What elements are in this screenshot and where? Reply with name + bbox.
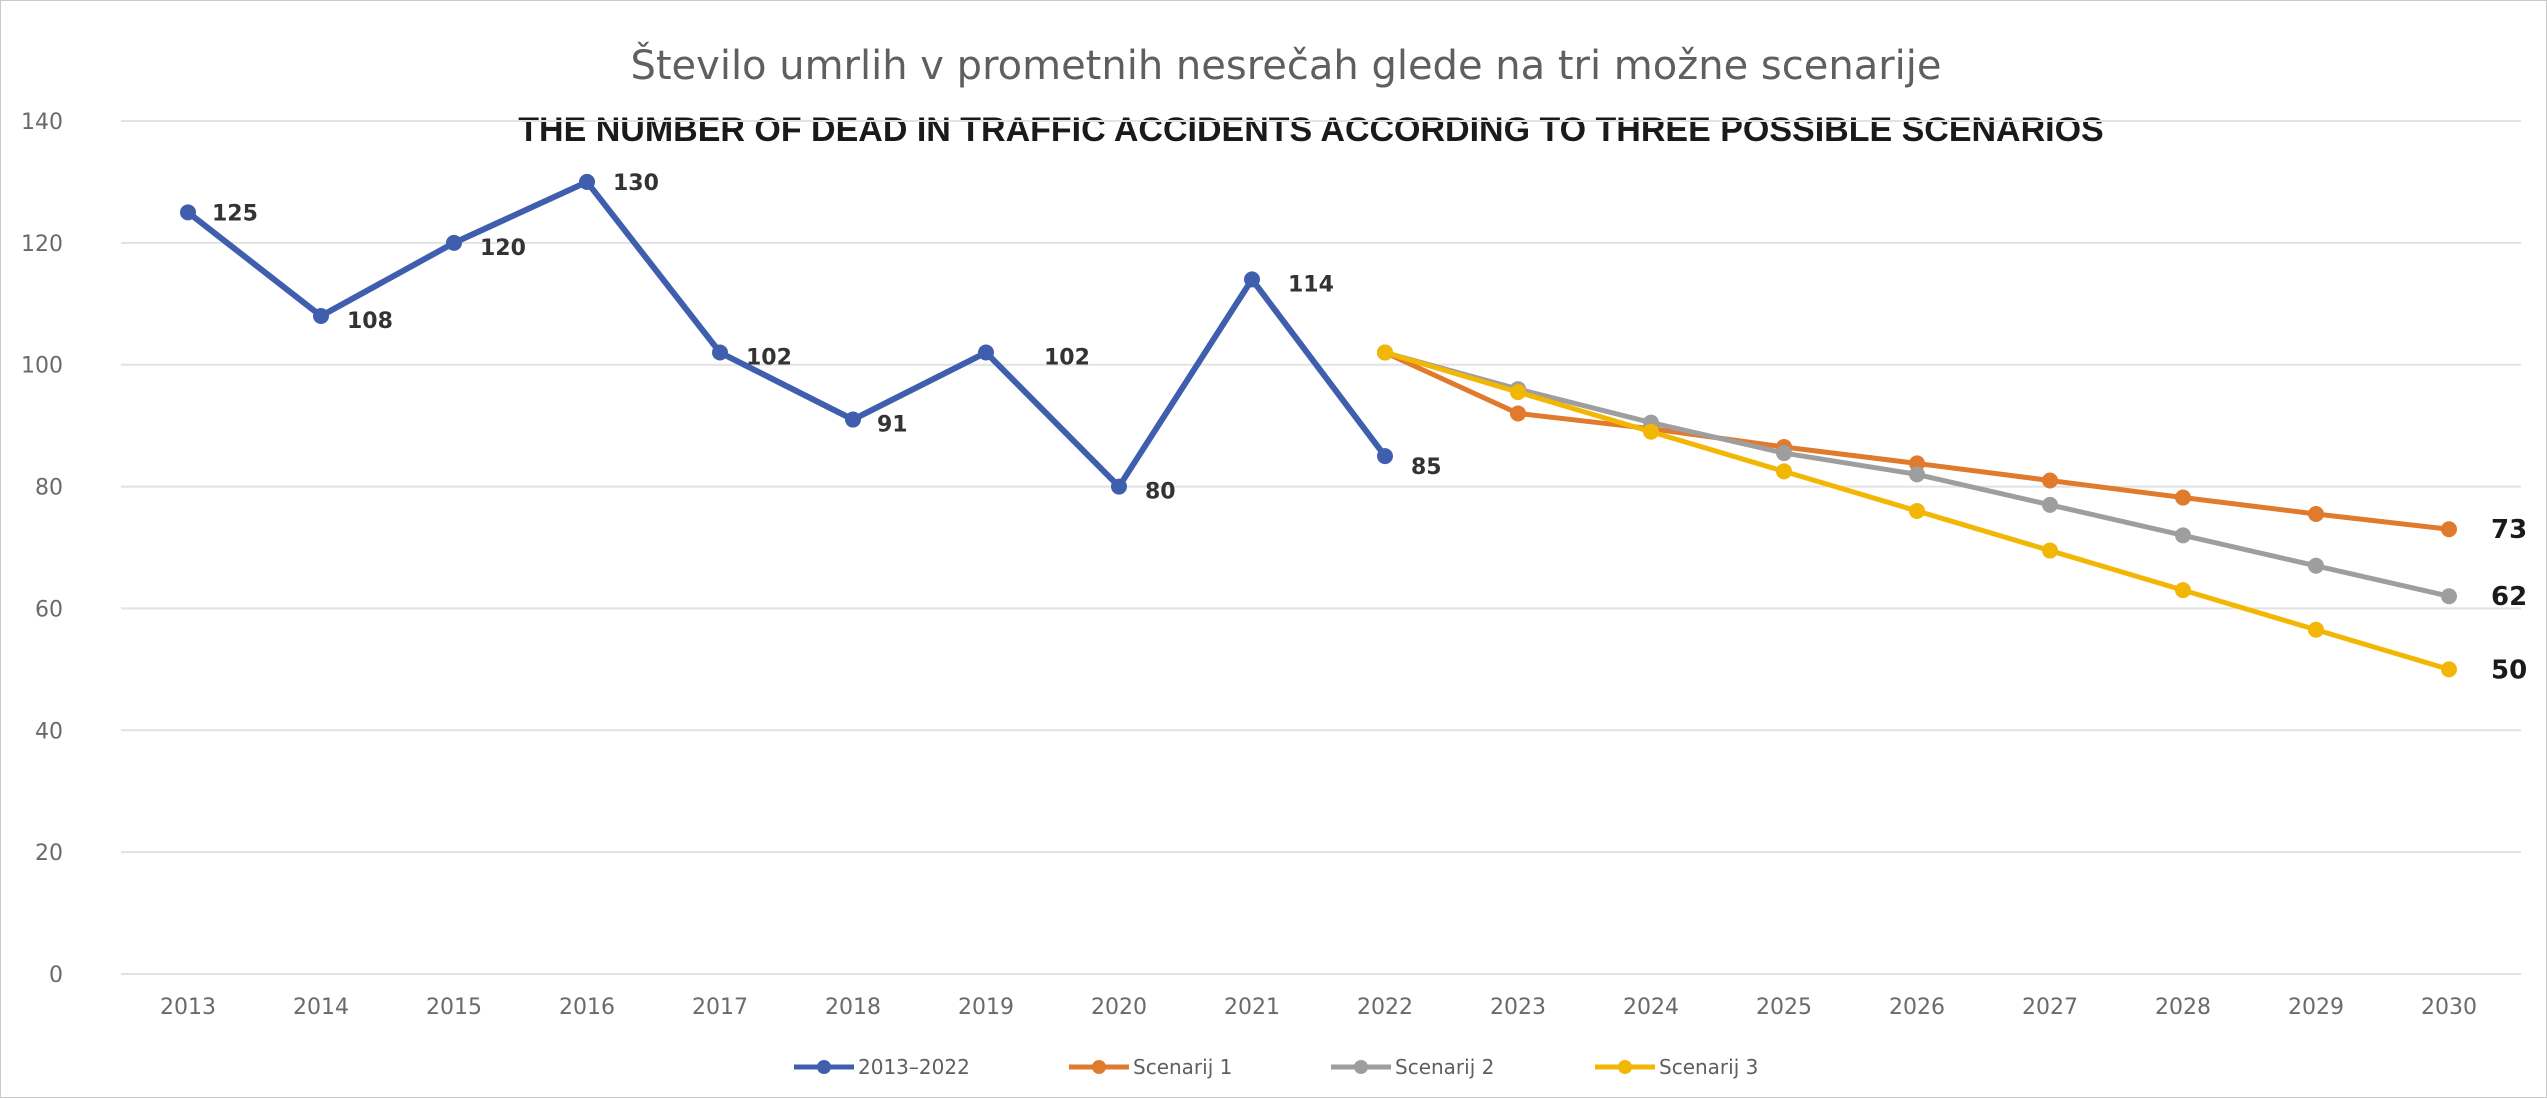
x-tick-label: 2025 (1756, 995, 1812, 1020)
data-point (712, 344, 728, 361)
data-point (1776, 445, 1792, 462)
legend-marker (1354, 1060, 1368, 1074)
legend-marker (817, 1060, 831, 1074)
data-point (446, 234, 462, 251)
chart-subtitle: THE NUMBER OF DEAD IN TRAFFIC ACCIDENTS … (518, 111, 2103, 149)
data-point (2441, 588, 2457, 605)
data-point (2308, 557, 2324, 574)
data-label: 125 (212, 201, 258, 226)
data-point (1377, 344, 1393, 361)
x-tick-label: 2030 (2421, 995, 2477, 1020)
data-point (2175, 489, 2191, 506)
x-tick-label: 2020 (1091, 995, 1147, 1020)
gridlines (121, 120, 2521, 975)
legend-label: Scenarij 2 (1395, 1055, 1494, 1079)
legend-label: Scenarij 3 (1659, 1055, 1758, 1079)
data-point (2175, 527, 2191, 544)
data-label: 102 (1044, 346, 1090, 371)
series-line-0 (186, 178, 1388, 490)
x-tick-label: 2022 (1357, 995, 1413, 1020)
y-axis-ticks: 0 20 40 60 80 100 120 140 (21, 110, 63, 988)
data-point (2042, 542, 2058, 559)
x-tick-label: 2027 (2022, 995, 2078, 1020)
data-label: 80 (1145, 480, 1176, 505)
end-label: 73 (2491, 515, 2527, 545)
data-label: 85 (1411, 455, 1442, 480)
data-point (1909, 466, 1925, 483)
data-point (1909, 502, 1925, 519)
x-tick-label: 2016 (559, 995, 615, 1020)
data-point (2441, 521, 2457, 538)
data-label: 130 (613, 171, 659, 196)
x-tick-label: 2021 (1224, 995, 1280, 1020)
data-label: 108 (347, 309, 393, 334)
data-point (2308, 505, 2324, 522)
data-point (1510, 384, 1526, 401)
data-point (845, 411, 861, 428)
legend-marker (1092, 1060, 1106, 1074)
y-tick-label: 80 (35, 476, 63, 501)
data-point (2042, 496, 2058, 513)
data-point (2042, 472, 2058, 489)
y-tick-label: 0 (49, 963, 63, 988)
y-tick-label: 120 (21, 232, 63, 257)
data-point (579, 173, 595, 190)
data-point (1111, 478, 1127, 495)
y-tick-label: 100 (21, 354, 63, 379)
x-tick-label: 2024 (1623, 995, 1679, 1020)
y-tick-label: 140 (21, 110, 63, 135)
data-point (1510, 405, 1526, 422)
x-tick-label: 2014 (293, 995, 349, 1020)
legend: 2013–2022 Scenarij 1 Scenarij 2 Scenarij 3 (794, 1055, 1758, 1079)
data-point (313, 307, 329, 324)
x-tick-label: 2029 (2288, 995, 2344, 1020)
x-tick-label: 2013 (160, 995, 216, 1020)
x-axis-ticks: 2013 2014 2015 2016 2017 2018 2019 2020 2021 2022… (160, 995, 2477, 1020)
x-tick-label: 2023 (1490, 995, 1546, 1020)
data-point (2175, 582, 2191, 599)
legend-marker (1618, 1060, 1632, 1074)
data-point (1377, 448, 1393, 465)
chart-title: Število umrlih v prometnih nesrečah gled… (630, 41, 1941, 89)
data-label: 114 (1288, 272, 1334, 297)
data-labels: 125 108 120 130 102 91 102 80 114 85 73 62 50 (212, 171, 2527, 685)
legend-label: 2013–2022 (858, 1055, 970, 1079)
y-tick-label: 60 (35, 597, 63, 622)
x-tick-label: 2015 (426, 995, 482, 1020)
data-point (2441, 661, 2457, 678)
data-point (978, 344, 994, 361)
end-label: 50 (2491, 655, 2527, 685)
end-label: 62 (2491, 582, 2527, 612)
y-tick-label: 20 (35, 841, 63, 866)
series-group (180, 173, 2457, 678)
x-tick-label: 2018 (825, 995, 881, 1020)
data-point (1244, 271, 1260, 288)
x-tick-label: 2017 (692, 995, 748, 1020)
data-label: 102 (746, 346, 792, 371)
legend-label: Scenarij 1 (1133, 1055, 1232, 1079)
data-point (2308, 621, 2324, 638)
data-point (180, 204, 196, 221)
data-label: 91 (877, 413, 908, 438)
data-label: 120 (480, 236, 526, 261)
y-tick-label: 40 (35, 719, 63, 744)
x-tick-label: 2019 (958, 995, 1014, 1020)
data-point (1643, 423, 1659, 440)
series-line-1 (1383, 350, 2450, 532)
data-point (1776, 463, 1792, 480)
x-tick-label: 2028 (2155, 995, 2211, 1020)
x-tick-label: 2026 (1889, 995, 1945, 1020)
data-point (1909, 455, 1925, 472)
